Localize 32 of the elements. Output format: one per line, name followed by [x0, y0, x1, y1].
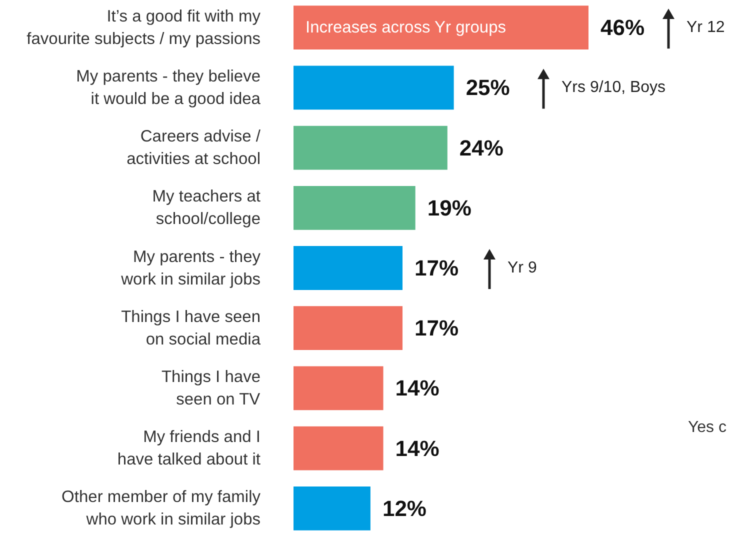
y-tick-label: Careers advise / activities at school: [126, 128, 261, 168]
y-tick-label: My friends and I have talked about it: [117, 428, 261, 469]
data-label: 17%: [414, 316, 459, 341]
bar: [294, 66, 454, 110]
data-label: 24%: [459, 135, 504, 160]
data-label: 19%: [427, 195, 472, 220]
y-tick-label: It’s a good fit with my favourite subjects / my passions: [26, 7, 262, 48]
data-label: 12%: [382, 496, 427, 521]
text: Yes c: [688, 418, 726, 436]
data-label: 46%: [600, 15, 645, 40]
y-tick-label: My parents - they work in similar jobs: [120, 248, 262, 288]
bar: [294, 486, 370, 530]
y-tick-label: Other member of my family who work in similar jobs: [62, 488, 262, 529]
bar: [294, 246, 403, 290]
bar: [294, 126, 448, 170]
bar: [294, 366, 384, 410]
text: Yr 12: [686, 19, 725, 36]
data-label: 14%: [395, 376, 440, 401]
y-tick-label: My teachers at school/college: [152, 188, 261, 228]
annotation: Yr 9: [508, 260, 537, 276]
bar: [294, 186, 416, 230]
y-tick-label: Things I have seen on social media: [121, 308, 262, 348]
y-tick-label: My parents - they believe it would be a good idea: [76, 67, 262, 108]
bar: [294, 6, 588, 50]
bar: [294, 426, 384, 470]
annotation: Yrs 9/10, Boys: [562, 79, 666, 96]
data-label: 25%: [466, 75, 510, 100]
y-tick-label: Things I have seen on TV: [161, 368, 261, 408]
data-label: 17%: [414, 256, 459, 280]
bar: [294, 306, 403, 350]
annotation: Increases across Yr groups: [306, 18, 506, 37]
data-label: 14%: [395, 436, 440, 461]
